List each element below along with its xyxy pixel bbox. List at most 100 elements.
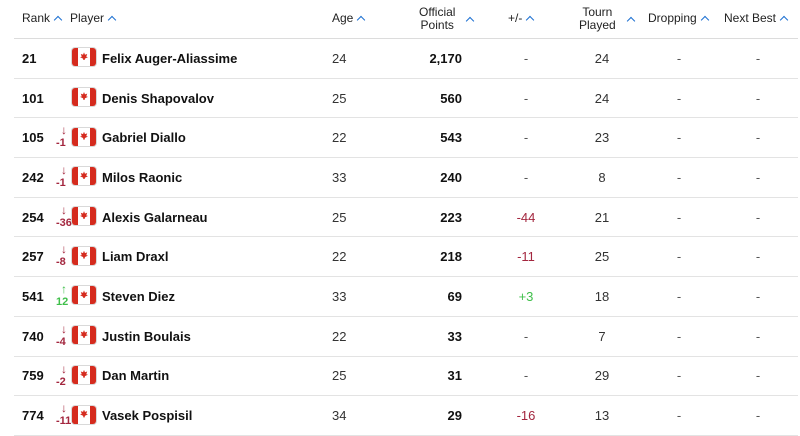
rank-change-value: 12: [56, 296, 69, 309]
rank-change-value: -2: [56, 375, 66, 388]
rank-value: 257: [22, 249, 44, 265]
sort-caret-up-icon: [53, 15, 63, 25]
sort-next-best-header[interactable]: Next Best: [724, 11, 789, 25]
table-row[interactable]: 254 ↓ -36 Alexis Galarneau 25 223 -44 21 - -: [14, 198, 798, 238]
tournaments-played-value: 24: [594, 50, 610, 66]
plus-minus-value: +3: [518, 288, 534, 304]
player-name-link[interactable]: Alexis Galarneau: [102, 209, 208, 225]
rank-movement: ↓ -2: [56, 357, 86, 396]
rank-value: 242: [22, 169, 44, 185]
sort-points-header[interactable]: Official Points: [419, 5, 475, 32]
player-name-link[interactable]: Dan Martin: [102, 368, 170, 384]
dropping-header-label: Dropping: [648, 11, 697, 25]
canada-flag-icon: [72, 167, 96, 186]
table-row[interactable]: 774 ↓ -118 Vasek Pospisil 34 29 -16 13- -: [14, 396, 798, 436]
sort-rank-header[interactable]: Rank: [22, 11, 63, 25]
table-row[interactable]: 740 ↓ -4 Justin Boulais 22 33 - 7 - -: [14, 317, 798, 357]
sort-tourn-header[interactable]: Tourn Played: [579, 6, 635, 32]
rank-value: 105: [22, 130, 44, 146]
points-header-label-1: Official: [419, 5, 456, 19]
next-best-header-label: Next Best: [724, 11, 777, 25]
table-body: 21 Felix Auger-Aliassime 24 2,170 - 24 - - 101 De…: [14, 39, 798, 436]
next-best-value: -: [755, 50, 761, 66]
table-header: Rank Player Age Official Points +/- Tour…: [14, 0, 798, 39]
points-value: 31: [447, 368, 462, 384]
dropping-value: -: [676, 328, 682, 344]
next-best-value: -: [755, 169, 761, 185]
rank-movement: ↓ -36: [56, 198, 86, 237]
player-header-label: Player: [70, 11, 105, 25]
points-value: 29: [447, 408, 462, 424]
sort-player-header[interactable]: Player: [70, 11, 117, 25]
canada-flag-icon: [72, 127, 96, 146]
plus-minus-header-label: +/-: [508, 11, 523, 25]
table-row[interactable]: 242 ↓ -1 Milos Raonic 33 240 - 8 - -: [14, 158, 798, 198]
sort-caret-up-icon: [526, 15, 535, 25]
sort-dropping-header[interactable]: Dropping: [648, 11, 709, 25]
arrow-down-icon: ↓: [61, 321, 67, 336]
table-row[interactable]: 105 ↓ -1 Gabriel Diallo 22 543 - 23 - -: [14, 118, 798, 159]
age-value: 22: [332, 249, 347, 265]
points-value: 218: [440, 249, 462, 265]
rank-movement: ↓ -1: [56, 118, 86, 157]
dropping-value: -: [676, 368, 682, 384]
rank-change-value: -4: [56, 335, 66, 348]
sort-caret-up-icon: [357, 15, 366, 25]
player-name-link[interactable]: Denis Shapovalov: [102, 90, 214, 106]
player-name-link[interactable]: Felix Auger-Aliassime: [102, 50, 238, 66]
table-row[interactable]: 541 ↑ 12 Steven Diez 33 69 +3 18 - -: [14, 277, 798, 317]
age-value: 34: [332, 408, 347, 424]
points-value: 2,170: [429, 50, 462, 66]
age-value: 33: [332, 169, 347, 185]
player-name-link[interactable]: Steven Diez: [102, 288, 175, 304]
points-value: 543: [440, 130, 462, 146]
rank-value: 101: [22, 90, 44, 106]
dropping-value: -: [676, 50, 682, 66]
arrow-down-icon: ↓: [61, 242, 67, 257]
rank-change-value: -8: [56, 256, 66, 269]
rank-movement: ↓ -4: [56, 317, 86, 356]
arrow-up-icon: ↑: [61, 282, 67, 297]
age-value: 22: [332, 130, 347, 146]
dropping-value: -: [676, 249, 682, 265]
table-row[interactable]: 21 Felix Auger-Aliassime 24 2,170 - 24 - -: [14, 39, 798, 79]
rank-header-label: Rank: [22, 11, 51, 25]
player-name-link[interactable]: Gabriel Diallo: [102, 130, 186, 146]
plus-minus-value: -44: [516, 209, 536, 225]
rank-movement: ↓ -8: [56, 237, 86, 276]
arrow-down-icon: ↓: [61, 361, 67, 376]
table-row[interactable]: 759 ↓ -2 Dan Martin 25 31 - 29 - -: [14, 357, 798, 397]
player-name-link[interactable]: Justin Boulais: [102, 328, 191, 344]
plus-minus-value: -: [523, 50, 529, 66]
plus-minus-value: -16: [516, 408, 536, 424]
sort-caret-up-icon: [779, 15, 789, 25]
points-value: 33: [447, 328, 462, 344]
rank-change-value: -1: [56, 177, 66, 190]
canada-flag-icon: [72, 286, 96, 305]
player-name-link[interactable]: Vasek Pospisil: [102, 408, 193, 424]
player-name-link[interactable]: Milos Raonic: [102, 169, 183, 185]
tournaments-played-value: 8: [598, 169, 606, 185]
arrow-down-icon: ↓: [61, 163, 67, 178]
tournaments-played-value: 13: [594, 408, 610, 424]
plus-minus-value: -: [523, 90, 529, 106]
next-best-value: -: [755, 130, 761, 146]
sort-plus-minus-header[interactable]: +/-: [508, 11, 535, 25]
table-row[interactable]: 257 ↓ -8 Liam Draxl 22 218 -11 25 - -: [14, 237, 798, 278]
tournaments-played-value: 18: [594, 288, 610, 304]
rank-movement: ↓ -1: [56, 158, 86, 197]
rank-value: 740: [22, 328, 44, 344]
points-value: 560: [440, 90, 462, 106]
rank-value: 254: [22, 209, 44, 225]
arrow-down-icon: ↓: [61, 123, 67, 138]
sort-age-header[interactable]: Age: [332, 12, 366, 25]
sort-caret-up-icon: [626, 16, 635, 25]
dropping-value: -: [676, 408, 682, 424]
next-best-value: -: [755, 368, 761, 384]
table-row[interactable]: 101 Denis Shapovalov 25 560 - 24 - -: [14, 79, 798, 119]
age-value: 25: [332, 90, 347, 106]
sort-caret-up-icon: [107, 15, 117, 25]
player-name-link[interactable]: Liam Draxl: [102, 249, 169, 265]
canada-flag-icon: [72, 207, 96, 226]
rank-movement: ↑ 12: [56, 277, 86, 316]
